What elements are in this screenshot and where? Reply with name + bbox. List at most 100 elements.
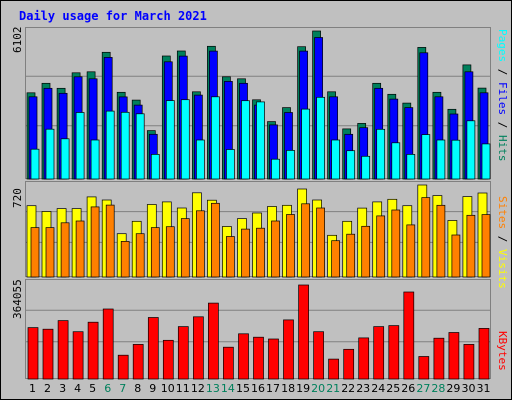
visits-axis-max: 720: [11, 188, 24, 208]
kbytes-bar: [388, 325, 400, 380]
kbytes-bar: [433, 337, 445, 380]
legend-text: Sites: [496, 196, 509, 230]
day-tick-label: 23: [356, 382, 371, 395]
kbytes-bar: [328, 358, 339, 380]
sites-bar: [196, 210, 205, 278]
day-tick-label: 22: [341, 382, 356, 395]
day-tick-label: 2: [44, 382, 51, 395]
sites-bar: [105, 204, 115, 278]
sites-bar: [241, 228, 250, 278]
chart-title: Daily usage for March 2021: [19, 9, 207, 23]
kbytes-bar: [42, 328, 54, 380]
pages-bar: [331, 139, 340, 180]
legend-text: KBytes: [496, 331, 509, 371]
day-tick-label: 10: [160, 382, 175, 395]
day-tick-label: 18: [281, 382, 296, 395]
kbytes-plot: [25, 279, 491, 380]
kbytes-bar: [238, 333, 249, 380]
day-tick-label: 9: [149, 382, 157, 395]
day-tick-label: 13: [205, 382, 220, 395]
kbytes-bar: [373, 326, 385, 380]
kbytes-bar: [117, 354, 129, 380]
kbytes-bar: [177, 326, 189, 380]
day-tick-label: 19: [296, 382, 311, 395]
kbytes-legend: KBytes: [496, 331, 509, 371]
kbytes-bar: [403, 291, 415, 380]
kbytes-bar: [208, 302, 219, 380]
day-tick-label: 29: [446, 382, 461, 395]
kbytes-bar: [313, 331, 324, 380]
kbytes-bar: [268, 338, 279, 380]
kbytes-bar: [223, 346, 234, 380]
sites-bar: [361, 225, 371, 278]
sites-bar: [211, 202, 220, 278]
sites-bar: [481, 214, 491, 278]
sites-bar: [436, 204, 446, 278]
kbytes-bar: [463, 344, 475, 380]
kbytes-bar: [57, 320, 69, 380]
sites-bar: [346, 233, 356, 278]
day-tick-label: 11: [175, 382, 190, 395]
pages-bar: [256, 101, 265, 180]
kbytes-bar: [448, 332, 460, 380]
day-tick-label: 14: [220, 382, 235, 395]
day-tick-label: 5: [89, 382, 97, 395]
kbytes-bar: [478, 328, 490, 380]
day-tick-label: 26: [401, 382, 416, 395]
legend-text: /: [496, 62, 509, 82]
day-tick-label: 8: [134, 382, 142, 395]
pages-bar: [481, 143, 491, 180]
pages-bar: [90, 139, 100, 180]
pages-bar: [406, 154, 416, 180]
visits-sites-plot: [25, 181, 491, 278]
pages-bar: [135, 113, 145, 180]
kbytes-bar: [253, 336, 264, 380]
pages-bar: [60, 138, 70, 180]
day-tick-label: 12: [190, 382, 205, 395]
hits-legend: Pages / Files / Hits: [496, 29, 509, 162]
legend-text: /: [496, 229, 509, 249]
legend-text: Pages: [496, 29, 509, 63]
sites-bar: [75, 220, 85, 278]
pages-bar: [451, 139, 461, 180]
sites-bar: [30, 227, 40, 278]
kbytes-bar: [298, 284, 309, 380]
pages-bar: [271, 158, 280, 180]
kbytes-bar: [72, 331, 84, 380]
visits-sites-panel: [25, 181, 491, 278]
day-tick-label: 30: [461, 382, 476, 395]
legend-text: Files: [496, 82, 509, 116]
sites-bar: [316, 207, 325, 278]
sites-bar: [90, 206, 100, 278]
pages-bar: [150, 154, 160, 180]
hits-files-pages-plot: [25, 27, 491, 180]
pages-bar: [105, 110, 115, 180]
sites-bar: [421, 197, 431, 278]
kbytes-bar: [343, 348, 355, 380]
day-tick-label: 21: [326, 382, 341, 395]
sites-bar: [135, 233, 145, 278]
day-tick-label: 17: [266, 382, 280, 395]
hits-files-pages-panel: [25, 27, 491, 180]
pages-bar: [421, 134, 431, 180]
kbytes-bar: [418, 356, 430, 380]
sites-bar: [165, 226, 175, 278]
kbytes-panel: [25, 279, 491, 380]
pages-bar: [376, 128, 386, 180]
sites-bar: [226, 236, 235, 278]
legend-text: Hits: [496, 135, 509, 162]
day-tick-label: 6: [104, 382, 112, 395]
sites-bar: [271, 220, 280, 278]
pages-bar: [301, 108, 310, 180]
sites-bar: [451, 234, 461, 278]
kbytes-bar: [102, 308, 114, 380]
sites-bar: [286, 214, 295, 278]
pages-bar: [466, 120, 476, 180]
kbytes-bar: [132, 344, 144, 380]
hits-axis-max: 6102: [11, 26, 24, 54]
pages-bar: [30, 148, 40, 180]
sites-bar: [331, 240, 340, 278]
day-tick-label: 16: [251, 382, 265, 395]
day-tick-label: 4: [74, 382, 82, 395]
